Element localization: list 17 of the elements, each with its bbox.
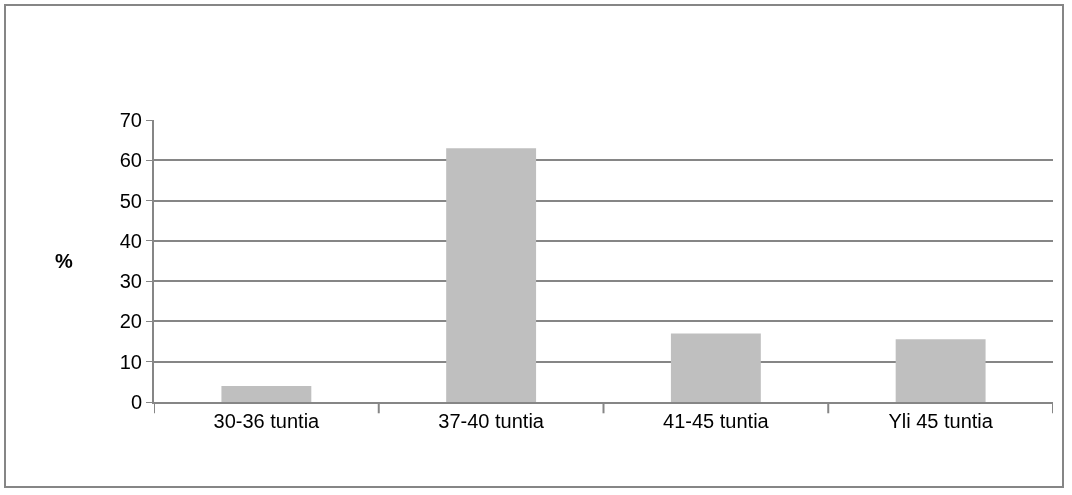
x-tick-label: Yli 45 tuntia: [888, 410, 994, 432]
x-tick-label: 30-36 tuntia: [213, 410, 321, 432]
bar: [446, 148, 537, 402]
x-tick-label: 37-40 tuntia: [438, 410, 545, 432]
y-tick-label: 60: [119, 149, 142, 172]
x-tick-label: 41-45 tuntia: [663, 410, 770, 432]
y-tick-label: 20: [119, 310, 142, 333]
y-tick-label: 50: [119, 189, 142, 212]
bar: [670, 333, 761, 402]
y-tick-label: 30: [119, 270, 142, 293]
bar: [895, 339, 986, 402]
y-tick-label: 0: [130, 391, 142, 413]
y-axis-title: %: [55, 250, 73, 272]
y-tick-label: 10: [119, 350, 142, 373]
bar: [221, 385, 312, 402]
y-tick-label: 40: [119, 229, 142, 252]
y-tick-label: 70: [119, 109, 142, 131]
